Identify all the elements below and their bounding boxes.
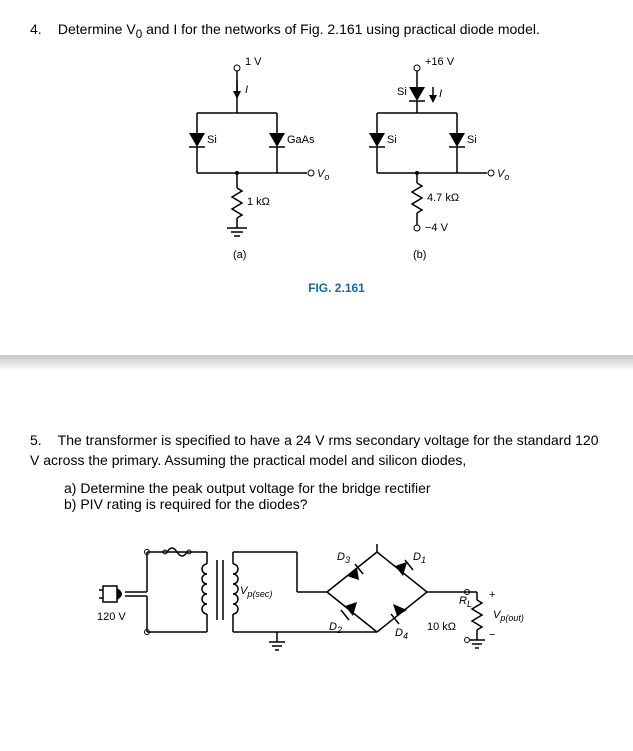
label-a: (a): [233, 249, 246, 261]
vin-label: 120 V: [97, 611, 126, 623]
p4-text-part1: Determine V: [58, 21, 136, 37]
circuit-a: 1 V I Si GaAs: [189, 56, 329, 261]
vbot-b: −4 V: [425, 222, 449, 234]
vtop-b: +16 V: [425, 56, 455, 68]
rl-value: 10 kΩ: [427, 621, 456, 633]
diode-left-label-b: Si: [387, 134, 397, 146]
circuit-b: +16 V Si I Si: [369, 56, 509, 261]
diode-si-label-a: Si: [207, 134, 217, 146]
vtop-a: 1 V: [245, 56, 262, 68]
diode-gaas-a: [269, 133, 285, 147]
problem-5-text: 5. The transformer is specified to have …: [30, 431, 603, 470]
vo-terminal-a: [308, 170, 314, 176]
current-label-b: I: [439, 88, 442, 100]
d4-label: D4: [395, 627, 408, 641]
p5-b: b) PIV rating is required for the diodes…: [64, 496, 603, 512]
fig-caption: FIG. 2.161: [70, 281, 603, 295]
problem-4: 4. Determine V0 and I for the networks o…: [30, 20, 603, 295]
diode-gaas-label-a: GaAs: [287, 134, 315, 146]
secondary-coil: [233, 564, 238, 614]
figure-2-161: 1 V I Si GaAs: [70, 53, 603, 295]
current-label-a: I: [245, 84, 248, 96]
circuit-diagram-5: 120 V Vp(sec): [97, 522, 557, 662]
primary-coil: [202, 564, 207, 614]
problem-5: 5. The transformer is specified to have …: [30, 431, 603, 662]
resistor-a: [232, 188, 242, 218]
vo-label-a: Vo: [317, 168, 329, 182]
vo-label-b: Vo: [497, 168, 509, 182]
figure-5: 120 V Vp(sec): [50, 522, 603, 662]
problem-4-number: 4.: [30, 20, 54, 40]
d1-label: D1: [413, 551, 426, 565]
circuit-diagram-4: 1 V I Si GaAs: [157, 53, 517, 273]
plus-sign: +: [489, 589, 495, 601]
p4-text-part2: and I for the networks of Fig. 2.161 usi…: [142, 21, 540, 37]
page-divider: [0, 355, 633, 371]
terminal-bot-b: [414, 225, 420, 231]
problem-5-number: 5.: [30, 431, 54, 451]
problem-4-text: 4. Determine V0 and I for the networks o…: [30, 20, 603, 43]
diode-right-b: [449, 133, 465, 147]
current-arrow-a: [233, 91, 241, 99]
load-resistor: [472, 600, 482, 630]
resistor-b: [412, 183, 422, 213]
label-b: (b): [413, 249, 426, 261]
vpout-label: Vp(out): [493, 609, 524, 623]
vo-terminal-b: [488, 170, 494, 176]
resistor-label-b: 4.7 kΩ: [427, 192, 459, 204]
diode-right-label-b: Si: [467, 134, 477, 146]
p5-text: The transformer is specified to have a 2…: [30, 432, 598, 468]
diode-top-b: [409, 87, 425, 101]
resistor-label-a: 1 kΩ: [247, 196, 270, 208]
rl-label: RL: [459, 595, 472, 609]
terminal-top-a: [234, 65, 240, 71]
vpsec-label: Vp(sec): [240, 585, 272, 599]
terminal-top-b: [414, 65, 420, 71]
d3-label: D3: [337, 551, 350, 565]
diode-top-label-b: Si: [397, 86, 407, 98]
plug-icon: [99, 586, 122, 602]
minus-sign: −: [489, 629, 495, 641]
diode-si-a: [189, 133, 205, 147]
d2-label: D2: [329, 621, 342, 635]
diode-left-b: [369, 133, 385, 147]
p5-a: a) Determine the peak output voltage for…: [64, 480, 603, 496]
